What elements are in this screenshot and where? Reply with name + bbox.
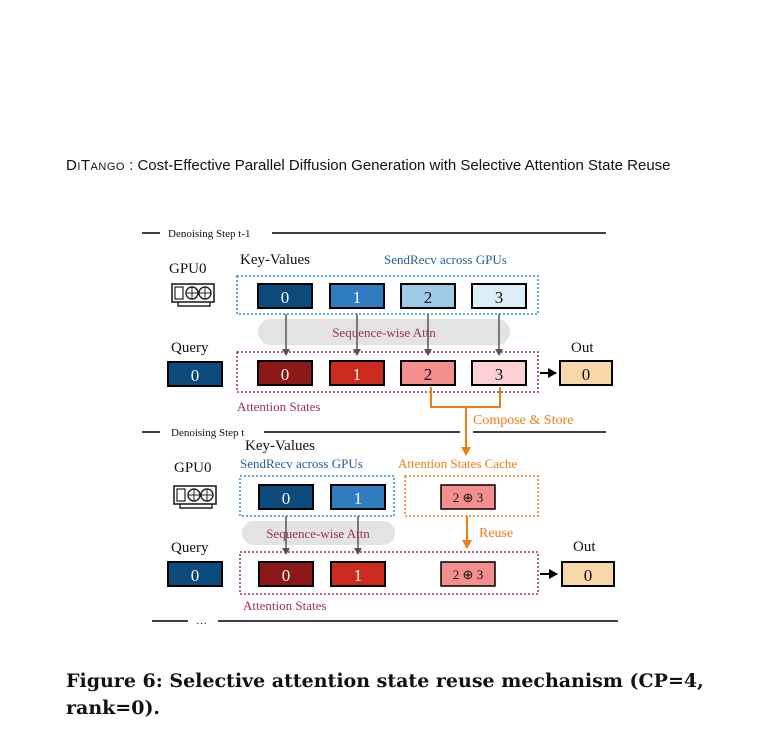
states-group-box [236, 351, 539, 393]
cache-block-label: 2 ⊕ 3 [453, 490, 483, 505]
kv-block [330, 484, 386, 510]
kv-block [400, 283, 456, 309]
state-block-label: 0 [281, 365, 290, 384]
state-block [471, 360, 527, 386]
attn-arrows [282, 314, 503, 356]
state-blocks: 0 1 [258, 561, 386, 587]
kv-block-label: 3 [495, 288, 504, 307]
out-block [559, 360, 613, 386]
attn-label: Sequence-wise Attn [332, 325, 436, 340]
compose-label: Compose & Store [473, 413, 573, 428]
sendrecv-label: SendRecv across GPUs [384, 252, 507, 267]
out-block [561, 561, 615, 587]
kv-block [329, 283, 385, 309]
state-block [257, 360, 313, 386]
states-group-box [239, 551, 539, 595]
state-block [329, 360, 385, 386]
kv-block [471, 283, 527, 309]
gpu-label: GPU0 [174, 460, 212, 476]
gpu-icon [173, 485, 217, 509]
state-block [400, 360, 456, 386]
kv-block-label: 1 [354, 489, 363, 508]
state-block [330, 561, 386, 587]
reused-state-label: 2 ⊕ 3 [453, 567, 483, 582]
sendrecv-label: SendRecv across GPUs [240, 456, 363, 471]
kv-blocks: 0 1 2 3 [257, 283, 527, 309]
ellipsis-label: … [196, 615, 207, 627]
attn-arrows [282, 516, 362, 555]
reused-state-block [440, 561, 496, 587]
kv-blocks: 0 1 [258, 484, 386, 510]
kv-block-label: 2 [424, 288, 433, 307]
out-block-label: 0 [582, 365, 591, 384]
gpu-icon [171, 283, 215, 307]
states-label: Attention States [243, 598, 326, 613]
query-block [167, 361, 223, 387]
running-head: DiTango : Cost-Effective Parallel Diffus… [66, 157, 671, 174]
query-block [167, 561, 223, 587]
cache-block [440, 484, 496, 510]
states-label: Attention States [237, 399, 320, 414]
cache-label: Attention States Cache [398, 456, 517, 471]
out-label: Out [571, 340, 594, 356]
out-block-label: 0 [584, 566, 593, 585]
step-curr-section: Denoising Step t Key-Values GPU0 SendRec… [142, 427, 615, 613]
kv-block [257, 283, 313, 309]
cache-box [404, 475, 539, 517]
kv-block-label: 1 [353, 288, 362, 307]
kv-block-label: 0 [281, 288, 290, 307]
query-label: Query [171, 340, 209, 356]
state-block-label: 1 [353, 365, 362, 384]
step-curr-label: Denoising Step t [171, 427, 244, 439]
state-block [258, 561, 314, 587]
step-prev-section: Denoising Step t-1 GPU0 Key-Values SendR… [142, 228, 613, 456]
state-blocks: 0 1 2 3 [257, 360, 527, 386]
state-block-label: 3 [495, 365, 504, 384]
query-block-label: 0 [191, 566, 200, 585]
kv-group-box [239, 475, 395, 517]
continuation-line: … [152, 615, 618, 627]
kv-block-label: 0 [282, 489, 291, 508]
state-block-label: 0 [282, 566, 291, 585]
kv-group-box [236, 275, 539, 315]
out-label: Out [573, 539, 596, 555]
figure-caption: Figure 6: Selective attention state reus… [66, 670, 704, 719]
compose-bracket [430, 387, 501, 408]
query-label: Query [171, 540, 209, 556]
state-block-label: 2 [424, 365, 433, 384]
running-head-title: : Cost-Effective Parallel Diffusion Gene… [124, 157, 671, 174]
query-block-label: 0 [191, 366, 200, 385]
gpu-label: GPU0 [169, 261, 207, 277]
running-head-name: DiTango [66, 157, 125, 174]
kv-label: Key-Values [240, 252, 310, 268]
reuse-label: Reuse [479, 526, 513, 541]
attn-band [258, 319, 510, 345]
kv-label: Key-Values [245, 438, 315, 454]
kv-block [258, 484, 314, 510]
state-block-label: 1 [354, 566, 363, 585]
attn-label: Sequence-wise Attn [266, 526, 370, 541]
step-prev-label: Denoising Step t-1 [168, 228, 251, 240]
attn-band [242, 521, 395, 545]
